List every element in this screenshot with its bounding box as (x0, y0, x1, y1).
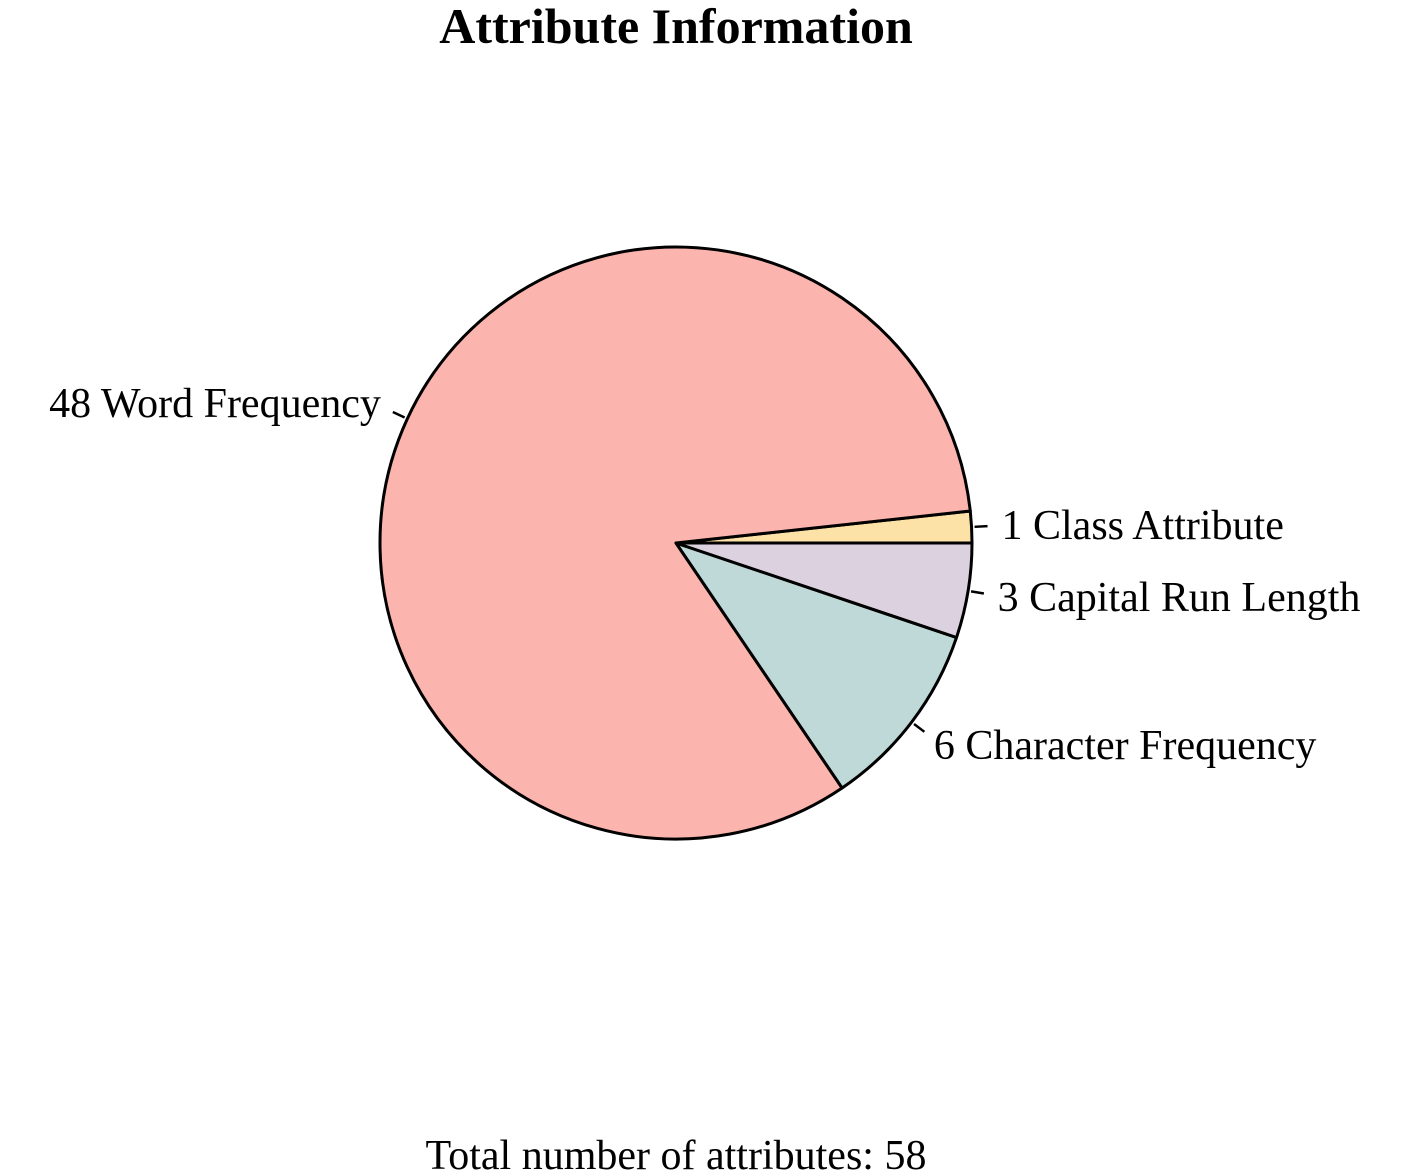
chart-title: Attribute Information (439, 0, 913, 54)
pie-label-tick-6-character-frequency (913, 722, 926, 733)
pie-label-tick-48-word-frequency (392, 410, 406, 419)
chart-caption: Total number of attributes: 58 (426, 1133, 927, 1172)
pie-labels: 1 Class Attribute 48 Word Frequency 6 Char… (49, 381, 1360, 769)
pie-label-48-word-frequency: 48 Word Frequency (49, 381, 381, 427)
pie-slice-6-character-frequency (674, 541, 959, 790)
pie-label-tick-1-class-attribute (974, 524, 988, 529)
pie-slices (378, 245, 974, 841)
pie-label-tick-3-capital-run-length (970, 590, 985, 595)
pie-label-1-class-attribute: 1 Class Attribute (1002, 503, 1284, 549)
pie-slice-3-capital-run-length (674, 541, 974, 640)
pie-label-3-capital-run-length: 3 Capital Run Length (998, 575, 1361, 621)
pie-label-6-character-frequency: 6 Character Frequency (934, 723, 1316, 769)
